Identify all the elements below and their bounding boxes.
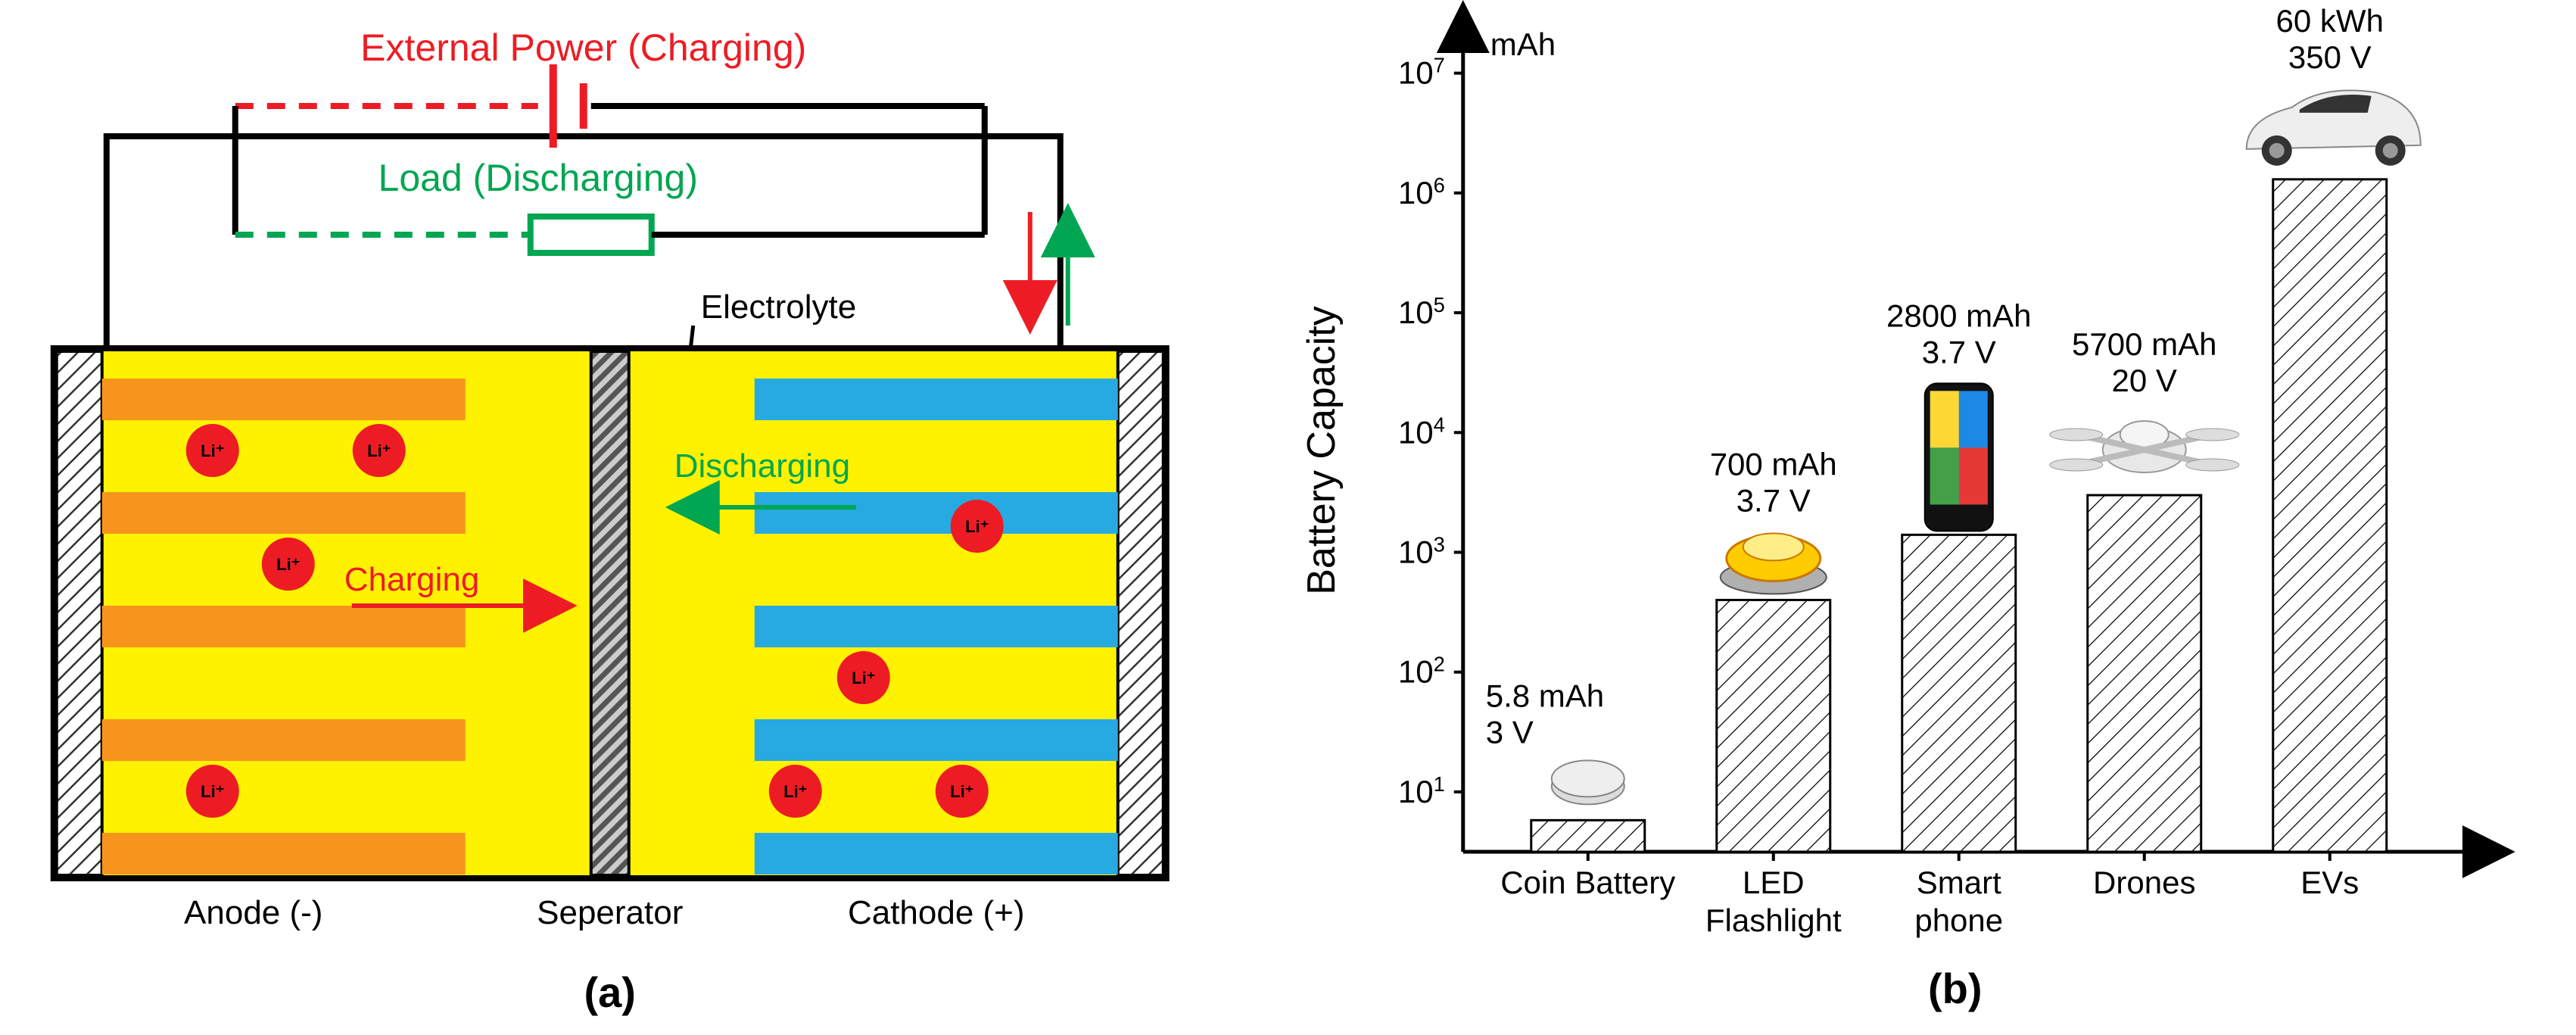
- bar-annotation: 2800 mAh: [1886, 298, 2031, 333]
- y-axis-unit: mAh: [1490, 26, 1555, 62]
- ytick-label: 107: [1397, 53, 1444, 91]
- svg-text:Li⁺: Li⁺: [367, 441, 391, 460]
- svg-text:Li⁺: Li⁺: [201, 441, 224, 460]
- anode-label: Anode (-): [184, 894, 322, 931]
- capacity-bar: [2087, 495, 2201, 852]
- svg-text:Li⁺: Li⁺: [783, 782, 807, 801]
- svg-text:Li⁺: Li⁺: [852, 669, 875, 687]
- right-caption: (b): [1927, 965, 1982, 1012]
- bar-annotation: 700 mAh: [1709, 446, 1836, 482]
- x-category-label: EVs: [2300, 865, 2359, 900]
- svg-text:Li⁺: Li⁺: [965, 517, 989, 536]
- x-category-label: Flashlight: [1705, 903, 1841, 938]
- bar-annotation: 5.8 mAh: [1485, 678, 1603, 713]
- bar-annotation: 20 V: [2111, 363, 2176, 398]
- discharging-title: Load (Discharging): [378, 157, 698, 199]
- capacity-bar: [2272, 179, 2386, 852]
- x-category-label: Coin Battery: [1500, 865, 1675, 900]
- ytick-label: 104: [1397, 413, 1444, 450]
- svg-text:Li⁺: Li⁺: [276, 555, 300, 574]
- bar-annotation: 60 kWh: [2275, 3, 2383, 39]
- x-category-label: LED: [1742, 865, 1804, 900]
- ytick-label: 102: [1397, 652, 1444, 690]
- electrolyte-label: Electrolyte: [701, 288, 856, 326]
- bar-annotation: 5700 mAh: [2072, 326, 2216, 362]
- bar-annotation: 3.7 V: [1736, 482, 1810, 518]
- svg-text:Li⁺: Li⁺: [201, 782, 224, 801]
- bar-annotation: 350 V: [2288, 39, 2371, 75]
- seperator-label: Seperator: [537, 894, 683, 931]
- charging-arrow-label: Charging: [344, 561, 480, 598]
- ytick-label: 105: [1397, 293, 1444, 331]
- capacity-bar: [1902, 535, 2015, 852]
- svg-text:Li⁺: Li⁺: [950, 782, 973, 801]
- ytick-label: 101: [1397, 772, 1444, 809]
- capacity-bar: [1531, 820, 1644, 852]
- x-category-label: phone: [1914, 903, 2003, 938]
- discharging-arrow-label: Discharging: [674, 447, 850, 485]
- charging-title: External Power (Charging): [360, 26, 806, 69]
- separator: [591, 351, 629, 875]
- bar-annotation: 3 V: [1485, 714, 1533, 750]
- left-caption: (a): [584, 968, 636, 1016]
- ytick-label: 106: [1397, 173, 1444, 210]
- chart-panel: 101 102 103 104 105 106 107 Battery Capacity mAh…: [1288, 0, 2576, 1035]
- schematic-panel: External Power (Charging) Load (Dischargi…: [0, 0, 1288, 1035]
- ytick-label: 103: [1397, 532, 1444, 570]
- capacity-bar: [1716, 600, 1830, 852]
- x-category-label: Drones: [2093, 865, 2195, 900]
- bar-annotation: 3.7 V: [1921, 334, 1995, 369]
- cathode-label: Cathode (+): [848, 894, 1025, 931]
- x-category-label: Smart: [1916, 865, 2001, 900]
- y-axis-label: Battery Capacity: [1299, 306, 1343, 595]
